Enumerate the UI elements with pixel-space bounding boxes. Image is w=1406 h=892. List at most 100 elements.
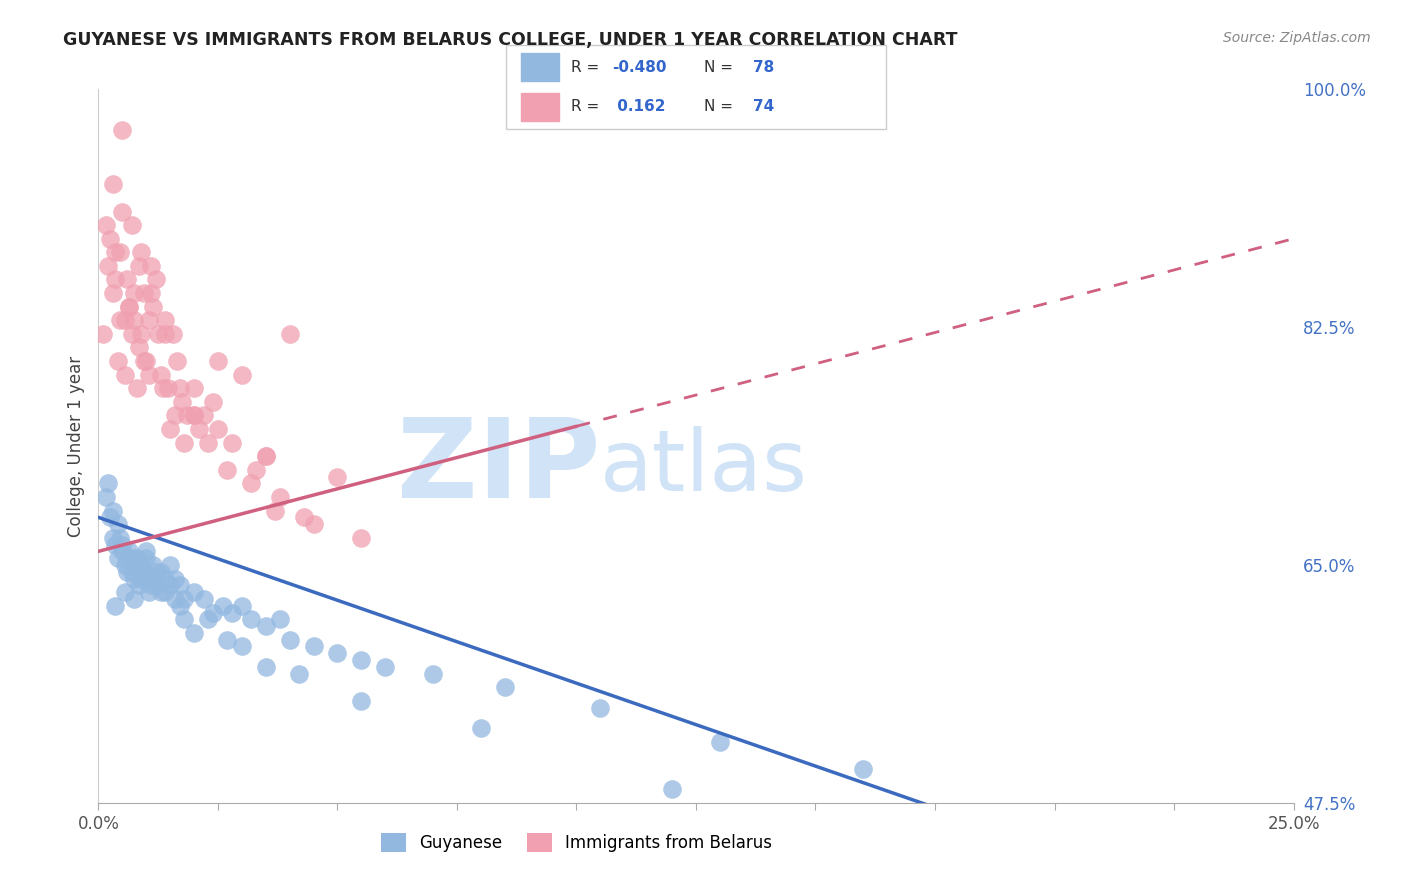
Text: atlas: atlas [600,425,808,509]
Point [176,409,198,423]
Point [124,591,146,606]
Point [111,204,134,219]
Point [135,354,157,368]
Point [108,531,131,545]
Point [101,178,124,192]
Point [135,551,157,566]
Point [104,537,127,551]
Point [155,585,177,599]
Point [173,612,195,626]
Point [163,591,186,606]
Text: GUYANESE VS IMMIGRANTS FROM BELARUS COLLEGE, UNDER 1 YEAR CORRELATION CHART: GUYANESE VS IMMIGRANTS FROM BELARUS COLL… [63,31,957,49]
Point [152,381,174,395]
Point [173,435,195,450]
Point [121,326,143,341]
Text: -0.480: -0.480 [613,60,666,75]
Point [254,449,277,463]
Text: 74: 74 [754,99,775,114]
Legend: Guyanese, Immigrants from Belarus: Guyanese, Immigrants from Belarus [374,827,779,859]
Point [111,537,134,551]
Point [211,599,233,613]
Point [709,734,731,748]
Point [145,565,167,579]
Point [118,300,141,314]
Point [183,585,205,599]
Point [221,606,243,620]
Point [155,326,177,341]
Point [108,313,131,327]
Point [98,232,122,246]
Point [278,326,301,341]
Point [121,565,143,579]
Point [145,272,167,286]
Point [118,300,141,314]
Point [104,599,127,613]
Point [231,599,253,613]
Point [197,435,219,450]
Point [183,409,205,423]
Point [94,218,117,232]
Point [132,354,155,368]
Point [101,531,124,545]
Point [183,381,205,395]
Point [169,381,191,395]
Point [124,313,146,327]
Point [142,558,165,572]
Point [114,313,136,327]
Point [148,326,170,341]
Point [131,326,153,341]
Point [128,578,150,592]
Point [124,572,146,586]
Point [159,558,181,572]
Point [350,694,373,708]
Point [163,572,186,586]
Point [193,409,215,423]
Point [350,531,373,545]
Point [231,368,253,382]
Point [115,272,138,286]
Point [142,300,165,314]
Point [128,259,150,273]
Point [172,394,194,409]
Point [1019,863,1042,878]
Point [245,463,267,477]
Point [169,578,191,592]
Point [302,517,325,532]
Point [107,354,129,368]
Point [159,422,181,436]
Point [155,572,177,586]
Point [231,640,253,654]
Point [125,551,148,566]
Point [132,286,155,301]
Point [302,640,325,654]
Point [197,612,219,626]
Text: 78: 78 [754,60,775,75]
Text: R =: R = [571,60,603,75]
Point [132,565,155,579]
Point [104,245,127,260]
Point [202,606,225,620]
Point [125,381,148,395]
Point [269,612,291,626]
Point [494,680,516,694]
Point [163,409,186,423]
Point [173,591,195,606]
Point [187,422,209,436]
FancyBboxPatch shape [506,45,886,129]
Point [139,572,162,586]
Point [135,544,157,558]
Point [125,558,148,572]
Point [374,660,396,674]
Point [114,558,136,572]
Text: R =: R = [571,99,603,114]
Point [139,578,162,592]
Point [145,578,167,592]
Point [221,435,243,450]
Point [169,599,191,613]
Point [254,619,277,633]
Point [166,354,188,368]
Point [264,503,287,517]
Point [121,551,143,566]
Point [138,313,160,327]
Point [121,218,143,232]
